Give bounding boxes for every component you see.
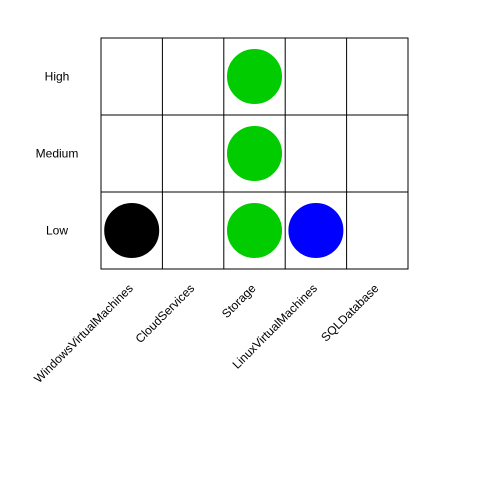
data-point [289,204,343,258]
x-tick-label: Storage [219,281,259,321]
x-tick-label: CloudServices [133,281,198,346]
data-point [228,50,282,104]
y-tick-label: Medium [36,147,79,161]
data-point [228,204,282,258]
y-tick-labels: Low Medium High [36,70,79,238]
x-tick-label: WindowsVirtualMachines [31,281,136,386]
y-tick-label: High [45,70,70,84]
data-point [105,204,159,258]
y-tick-label: Low [46,224,68,238]
x-tick-label: SQLDatabase [318,281,381,344]
data-point [228,127,282,181]
